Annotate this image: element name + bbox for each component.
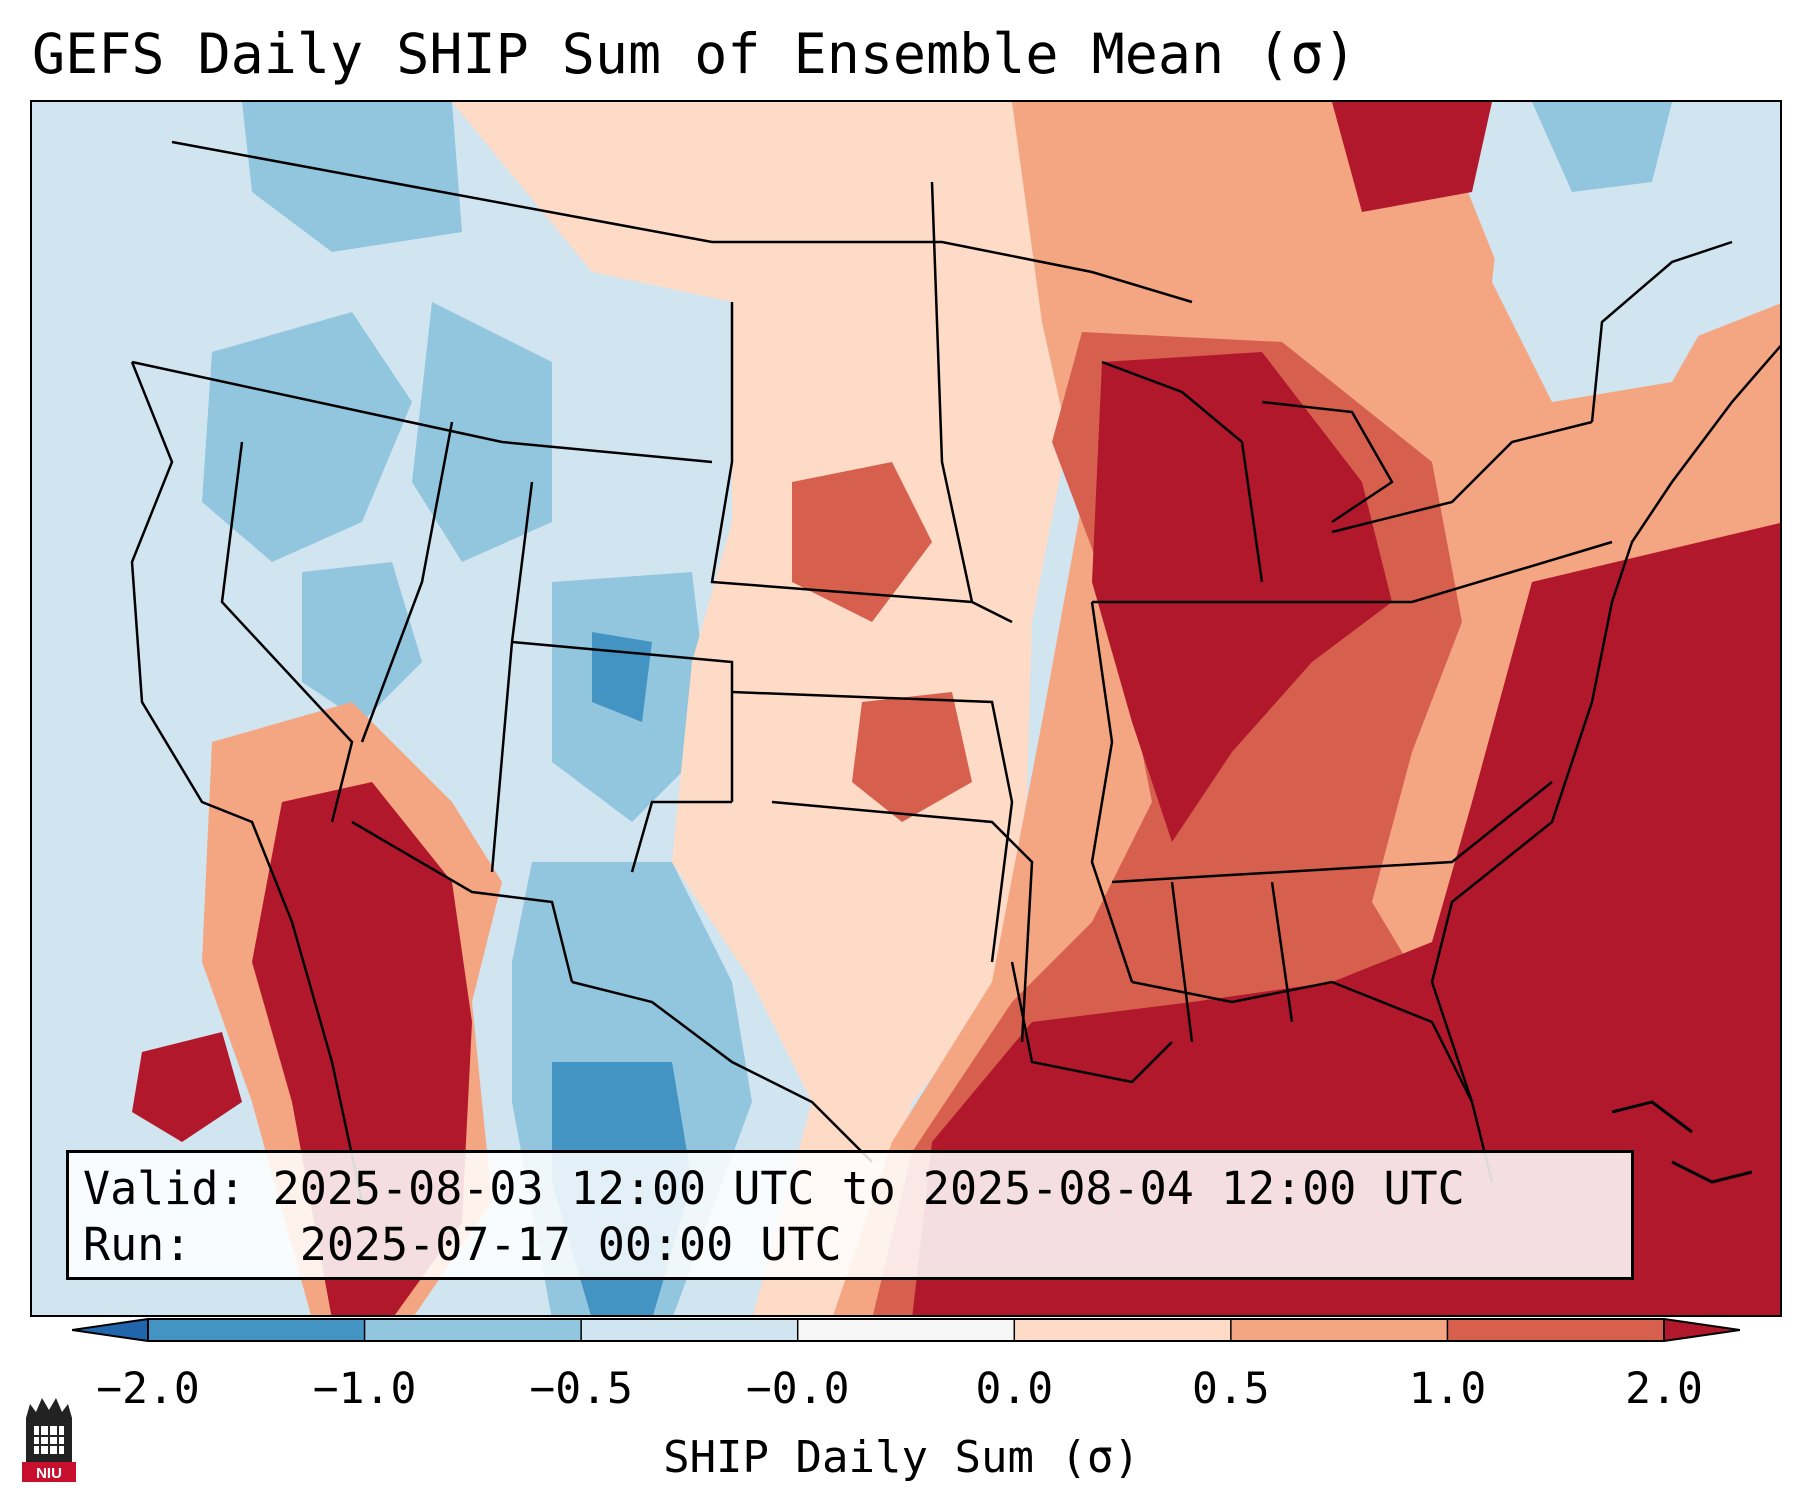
colorbar-segment — [148, 1319, 366, 1341]
logo-badge — [22, 1462, 76, 1482]
mexico-border-texas — [571, 980, 873, 1163]
mexico-border-west — [351, 820, 574, 983]
colorbar-tick-label: 0.0 — [975, 1364, 1054, 1414]
colorbar-tick-label: 1.0 — [1408, 1364, 1487, 1414]
positive-patch-kansas — [852, 692, 972, 822]
alabama-mississippi-line — [1170, 881, 1194, 1043]
ship-anomaly-map — [32, 102, 1780, 1315]
run-label: Run: — [83, 1218, 192, 1271]
negative-patch-nevada — [302, 562, 422, 722]
colorbar-segment — [581, 1319, 799, 1341]
strong-positive-pacific-patch — [132, 1032, 242, 1142]
logo-text: NIU — [36, 1465, 62, 1482]
nevada-border — [220, 441, 354, 823]
negative-patch-nw — [242, 102, 462, 252]
colorbar-outline — [147, 1318, 1665, 1342]
mississippi-river — [1090, 601, 1134, 983]
colorbar-tick-label: −1.0 — [312, 1364, 417, 1414]
west-coast — [130, 361, 364, 1203]
strong-positive-hudson — [1332, 102, 1492, 212]
lake-michigan — [1101, 360, 1264, 583]
dakotas-nebraska — [710, 302, 1013, 624]
st-lawrence — [1590, 240, 1733, 423]
colorbar-segment — [1447, 1319, 1665, 1341]
boundaries — [130, 140, 1780, 1203]
slight-negative-quebec — [1492, 102, 1752, 402]
lake-erie-ontario — [1331, 420, 1593, 534]
bahamas-shape — [1611, 1100, 1693, 1134]
valid-label: Valid: — [83, 1162, 246, 1215]
negative-patch-idaho — [412, 302, 552, 562]
colorbar-tick-label: −0.5 — [529, 1364, 633, 1414]
colorbar-segment — [1014, 1319, 1232, 1341]
colorbar-segments — [72, 1318, 1740, 1342]
colorbar-tick-label: −0.0 — [745, 1364, 850, 1414]
bahamas-shape-2 — [1671, 1160, 1753, 1184]
colorbar-segment — [797, 1319, 1015, 1341]
oregon-idaho-line — [131, 360, 713, 464]
minnesota-line — [930, 181, 974, 603]
map-title: GEFS Daily SHIP Sum of Ensemble Mean (σ) — [32, 22, 1357, 86]
colorbar — [72, 1318, 1740, 1342]
colorbar-label: SHIP Daily Sum (σ) — [663, 1432, 1140, 1483]
canada-border — [171, 140, 1193, 304]
caribbean-islands — [1611, 1100, 1753, 1184]
east-coast — [1430, 344, 1780, 1103]
valid-value: 2025-08-03 12:00 UTC to 2025-08-04 12:00… — [272, 1162, 1465, 1215]
colorbar-segment — [1230, 1319, 1448, 1341]
oklahoma-texas — [771, 800, 1034, 1043]
kansas-oklahoma — [731, 690, 1014, 963]
tennessee-line — [1111, 781, 1553, 884]
colorbar-segment — [364, 1319, 582, 1341]
positive-patch-nebraska — [792, 462, 932, 622]
run-value: 2025-07-17 00:00 UTC — [299, 1218, 842, 1271]
new-mexico-texas-line — [630, 800, 732, 873]
nevada-utah-line — [360, 421, 454, 743]
colorbar-extend-high — [1663, 1318, 1740, 1342]
colorbar-tick-label: 0.5 — [1192, 1364, 1270, 1414]
logo-tower-top — [26, 1398, 72, 1418]
colorbar-tick-label: 2.0 — [1625, 1364, 1703, 1414]
colorbar-tick-label: −2.0 — [96, 1364, 200, 1414]
map-panel — [30, 100, 1782, 1317]
strong-positive-gulf-atlantic — [912, 522, 1780, 1315]
valid-run-info-box: Valid: 2025-08-03 12:00 UTC to 2025-08-0… — [66, 1150, 1634, 1280]
slight-positive-plains — [452, 102, 1132, 1315]
gulf-coast-florida — [1131, 980, 1494, 1183]
logo-window-grid — [34, 1426, 64, 1454]
colorbar-extend-low — [72, 1318, 149, 1342]
lake-huron — [1261, 400, 1394, 524]
strong-positive-great-lakes — [1092, 352, 1392, 842]
alabama-georgia-line — [1270, 881, 1294, 1023]
louisiana-coast — [1010, 961, 1173, 1084]
negative-patch-quebec — [1532, 102, 1672, 192]
negative-patch-pnw — [202, 312, 412, 562]
niu-logo: NIU — [22, 1398, 76, 1482]
colorado-border — [511, 640, 734, 802]
ohio-line — [1092, 540, 1613, 604]
